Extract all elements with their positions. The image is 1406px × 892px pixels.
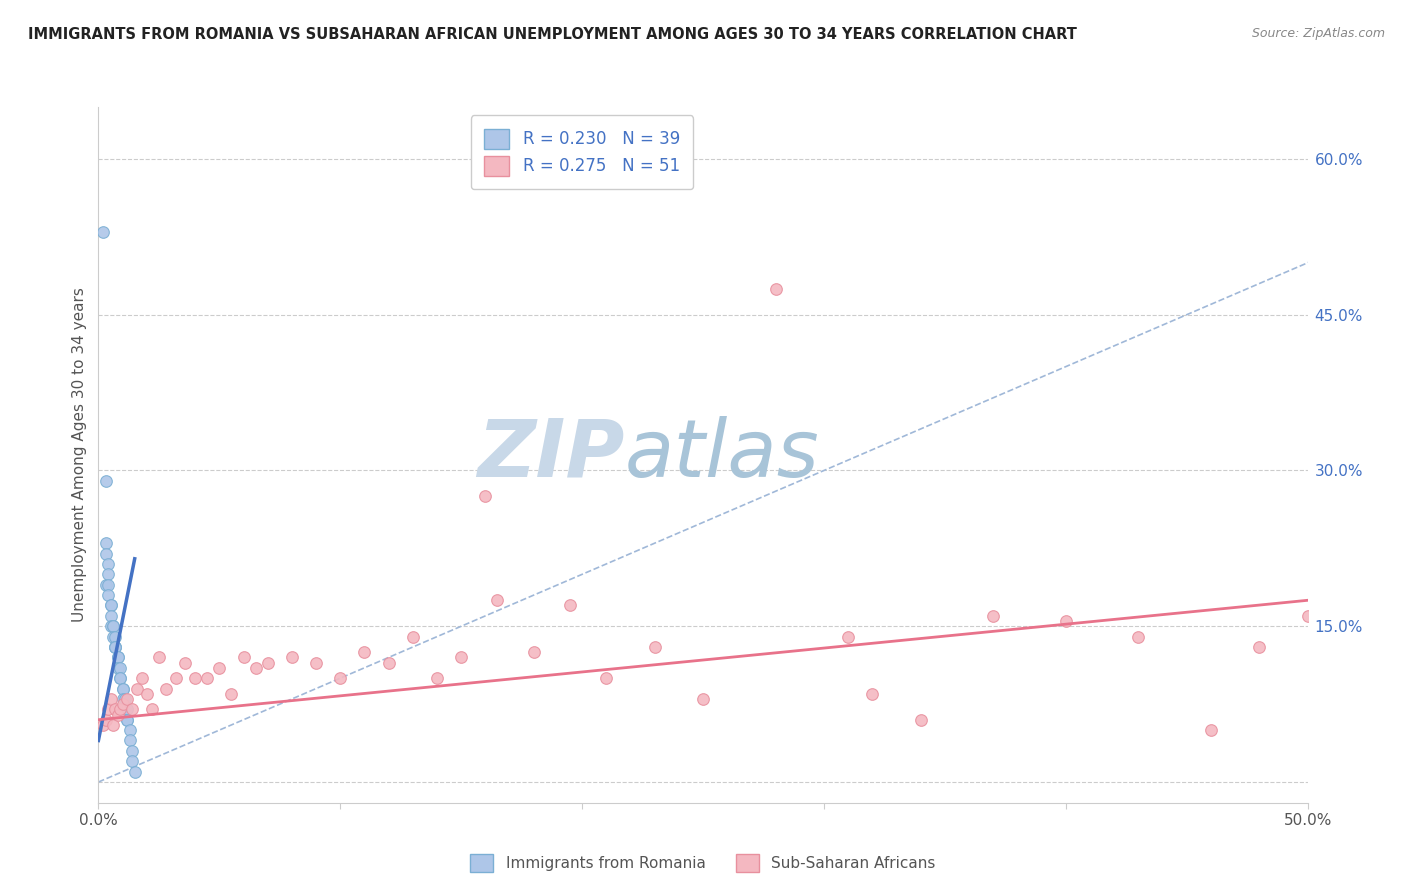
Point <box>281 650 304 665</box>
Point <box>131 671 153 685</box>
Point <box>100 599 122 613</box>
Point <box>104 640 127 654</box>
Point <box>155 681 177 696</box>
Point <box>91 225 114 239</box>
Point <box>135 687 157 701</box>
Point <box>111 692 134 706</box>
Point <box>107 650 129 665</box>
Point <box>1054 614 1077 628</box>
Point <box>124 764 146 779</box>
Point <box>101 619 124 633</box>
Point <box>114 702 136 716</box>
Point <box>117 702 139 716</box>
Point <box>121 702 143 716</box>
Text: Source: ZipAtlas.com: Source: ZipAtlas.com <box>1251 27 1385 40</box>
Point <box>94 713 117 727</box>
Point <box>148 650 170 665</box>
Point <box>107 650 129 665</box>
Point <box>121 744 143 758</box>
Point <box>91 718 114 732</box>
Point <box>329 671 352 685</box>
Point <box>474 490 496 504</box>
Text: atlas: atlas <box>624 416 820 494</box>
Point <box>595 671 617 685</box>
Point <box>127 681 149 696</box>
Point <box>184 671 207 685</box>
Point <box>101 630 124 644</box>
Point <box>644 640 666 654</box>
Point <box>1128 630 1150 644</box>
Point <box>97 578 120 592</box>
Point <box>256 656 278 670</box>
Point <box>117 713 139 727</box>
Point <box>104 702 127 716</box>
Point <box>97 588 120 602</box>
Point <box>94 536 117 550</box>
Point <box>114 692 136 706</box>
Point <box>108 661 131 675</box>
Point <box>101 619 124 633</box>
Point <box>837 630 859 644</box>
Point <box>426 671 449 685</box>
Point <box>486 593 509 607</box>
Point <box>692 692 714 706</box>
Text: IMMIGRANTS FROM ROMANIA VS SUBSAHARAN AFRICAN UNEMPLOYMENT AMONG AGES 30 TO 34 Y: IMMIGRANTS FROM ROMANIA VS SUBSAHARAN AF… <box>28 27 1077 42</box>
Point <box>100 692 122 706</box>
Point <box>117 713 139 727</box>
Point <box>402 630 425 644</box>
Point <box>107 707 129 722</box>
Point <box>108 671 131 685</box>
Point <box>208 661 231 675</box>
Y-axis label: Unemployment Among Ages 30 to 34 years: Unemployment Among Ages 30 to 34 years <box>72 287 87 623</box>
Point <box>165 671 187 685</box>
Legend: R = 0.230   N = 39, R = 0.275   N = 51: R = 0.230 N = 39, R = 0.275 N = 51 <box>471 115 693 189</box>
Point <box>232 650 254 665</box>
Point <box>104 640 127 654</box>
Point <box>111 681 134 696</box>
Point <box>523 645 546 659</box>
Point <box>558 599 581 613</box>
Point <box>101 718 124 732</box>
Point <box>97 567 120 582</box>
Point <box>107 661 129 675</box>
Point <box>305 656 328 670</box>
Point <box>1249 640 1271 654</box>
Point <box>100 599 122 613</box>
Point <box>118 723 141 738</box>
Point <box>111 697 134 711</box>
Point <box>94 474 117 488</box>
Point <box>104 630 127 644</box>
Point <box>195 671 218 685</box>
Point <box>97 702 120 716</box>
Point <box>353 645 375 659</box>
Point <box>97 557 120 571</box>
Point <box>245 661 267 675</box>
Point <box>121 754 143 768</box>
Point <box>117 692 139 706</box>
Point <box>1296 608 1319 623</box>
Text: ZIP: ZIP <box>477 416 624 494</box>
Point <box>221 687 243 701</box>
Point <box>111 681 134 696</box>
Point <box>104 640 127 654</box>
Point <box>118 733 141 747</box>
Point <box>910 713 932 727</box>
Point <box>377 656 399 670</box>
Point <box>1199 723 1222 738</box>
Point <box>765 282 787 296</box>
Point <box>100 608 122 623</box>
Point <box>108 671 131 685</box>
Point <box>174 656 197 670</box>
Point <box>94 547 117 561</box>
Legend: Immigrants from Romania, Sub-Saharan Africans: Immigrants from Romania, Sub-Saharan Afr… <box>463 846 943 880</box>
Point <box>108 702 131 716</box>
Point <box>981 608 1004 623</box>
Point <box>100 619 122 633</box>
Point <box>860 687 883 701</box>
Point <box>141 702 163 716</box>
Point <box>94 578 117 592</box>
Point <box>450 650 472 665</box>
